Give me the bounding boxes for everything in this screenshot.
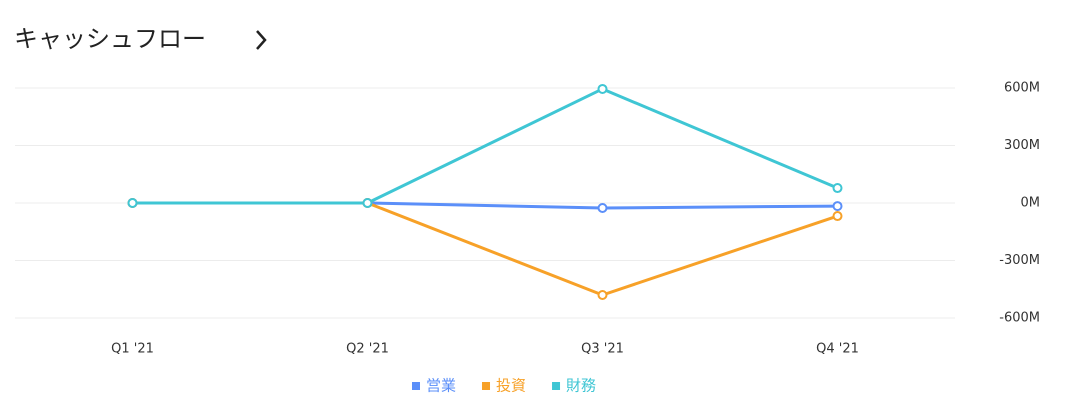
grid: -600M -300M 0M 300M 600M Q1 '21 Q2 '21 Q3 '21 Q4… bbox=[15, 81, 1040, 357]
series-line bbox=[132, 201, 838, 297]
y-tick-label: -600M bbox=[999, 311, 1040, 326]
legend-swatch bbox=[552, 382, 561, 390]
x-tick-label: Q4 '21 bbox=[816, 342, 859, 357]
legend-label: 営業 bbox=[426, 377, 456, 395]
point bbox=[832, 183, 843, 194]
legend-swatch bbox=[482, 382, 491, 390]
x-tick-label: Q2 '21 bbox=[346, 342, 389, 357]
y-tick-label: 0M bbox=[1021, 196, 1041, 211]
title-chevron[interactable] bbox=[256, 30, 267, 50]
legend: 営業 投資 財務 bbox=[412, 377, 596, 395]
x-tick-label: Q1 '21 bbox=[111, 342, 154, 357]
chart-title[interactable]: キャッシュフロー bbox=[14, 25, 206, 53]
x-tick-label: Q3 '21 bbox=[581, 342, 624, 357]
y-tick-label: -300M bbox=[999, 253, 1040, 268]
y-tick-label: 600M bbox=[1004, 81, 1040, 96]
y-tick-label: 300M bbox=[1004, 138, 1040, 153]
point bbox=[362, 198, 373, 208]
point bbox=[597, 290, 608, 300]
legend-item[interactable]: 営業 bbox=[412, 377, 456, 395]
series-line bbox=[132, 87, 839, 205]
point bbox=[597, 202, 608, 213]
plot bbox=[127, 83, 843, 300]
legend-label: 投資 bbox=[496, 377, 526, 395]
point bbox=[832, 201, 843, 212]
legend-item[interactable]: 財務 bbox=[552, 377, 596, 395]
legend-item[interactable]: 投資 bbox=[482, 377, 526, 395]
point bbox=[597, 83, 608, 94]
legend-label: 財務 bbox=[566, 377, 596, 395]
point bbox=[832, 211, 843, 222]
point bbox=[127, 198, 138, 208]
legend-swatch bbox=[412, 382, 420, 390]
